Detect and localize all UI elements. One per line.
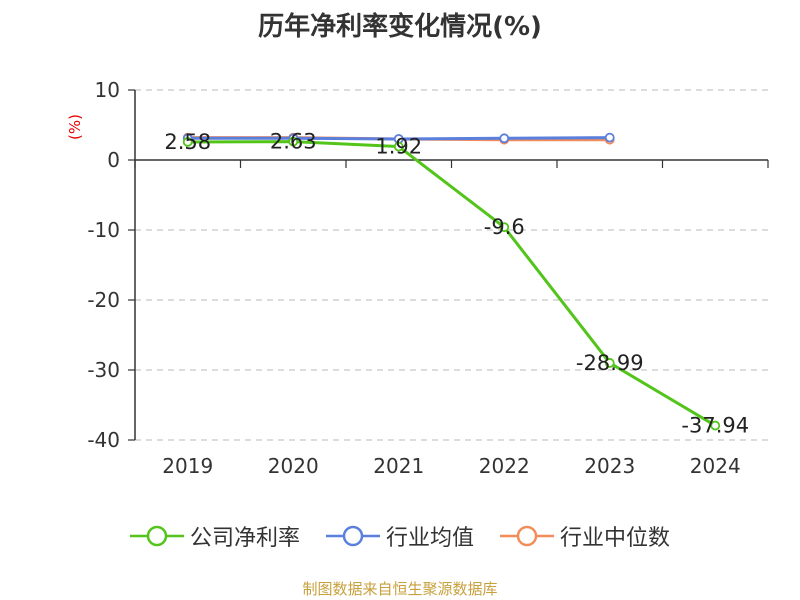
- y-tick-label: -30: [87, 358, 120, 382]
- chart-title: 历年净利率变化情况(%): [258, 12, 542, 42]
- x-tick-label: 2022: [479, 454, 530, 478]
- series-line: [187, 140, 717, 427]
- data-label: 1.92: [375, 135, 422, 159]
- data-point: [182, 137, 193, 147]
- legend-line-circle-icon: [325, 525, 380, 547]
- y-tick-label: -40: [87, 428, 120, 452]
- data-point: [604, 358, 615, 368]
- data-label: -37.94: [681, 414, 749, 438]
- data-point: [499, 133, 510, 144]
- data-point: [710, 420, 721, 431]
- data-source: 制图数据来自恒生聚源数据库: [302, 580, 498, 598]
- legend: 公司净利率 行业均值 行业中位数: [0, 520, 800, 552]
- legend-line-circle-icon: [129, 525, 184, 547]
- x-tick-label: 2023: [584, 454, 635, 478]
- data-label: 2.58: [164, 130, 211, 154]
- legend-label: 公司净利率: [189, 526, 300, 551]
- legend-label: 行业均值: [385, 526, 474, 551]
- y-tick-label: -10: [87, 218, 120, 242]
- data-label: -28.99: [576, 351, 644, 375]
- legend-item-company[interactable]: 公司净利率: [129, 520, 300, 552]
- legend-item-industry-median[interactable]: 行业中位数: [500, 520, 670, 552]
- y-tick-label: -20: [87, 288, 120, 312]
- x-tick-label: 2021: [373, 454, 424, 478]
- legend-label: 行业中位数: [560, 526, 671, 551]
- x-tick-label: 2020: [268, 454, 319, 478]
- legend-item-industry-mean[interactable]: 行业均值: [325, 520, 474, 552]
- data-point: [604, 132, 615, 143]
- data-label: -9.6: [484, 215, 525, 239]
- data-point: [288, 136, 299, 147]
- x-tick-label: 2024: [690, 454, 741, 478]
- data-label: 2.63: [270, 130, 317, 154]
- y-tick-label: 10: [95, 78, 120, 102]
- y-tick-label: 0: [107, 148, 120, 172]
- data-point: [393, 141, 404, 152]
- x-tick-label: 2019: [162, 454, 213, 478]
- legend-line-circle-icon: [500, 525, 554, 547]
- data-point: [499, 222, 510, 233]
